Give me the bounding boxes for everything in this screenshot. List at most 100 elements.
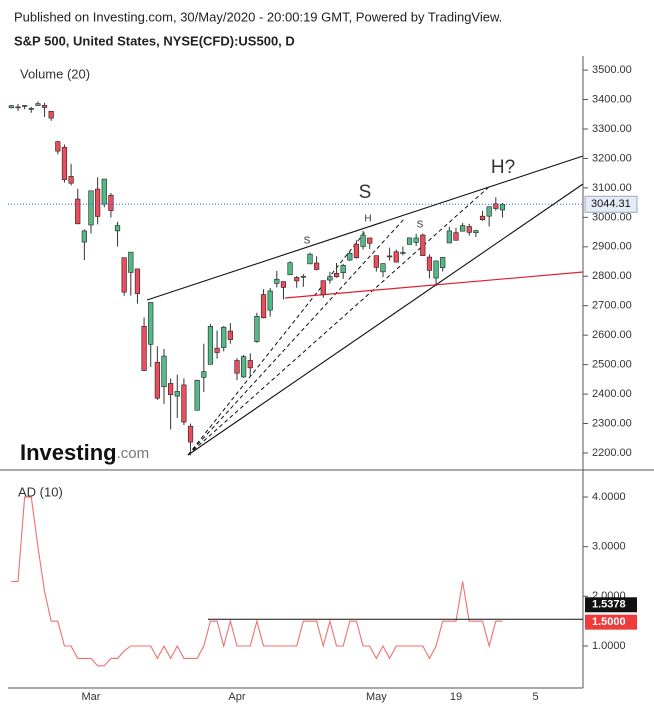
candle-body [22, 105, 28, 107]
candle-body [440, 257, 446, 269]
candle-body [333, 273, 340, 278]
candle-body [247, 360, 253, 369]
lower-trendline [187, 183, 584, 456]
fan-line [187, 217, 406, 456]
logo-suffix: .com [117, 445, 150, 462]
candle-body [274, 278, 280, 284]
candle-body [453, 232, 459, 241]
candle-body [68, 176, 74, 184]
last-value-label: 1.5000 [592, 616, 626, 628]
y-tick-label: 2600.00 [592, 329, 632, 341]
candle-body [320, 280, 326, 296]
candle-body [294, 277, 300, 282]
candle-body [61, 146, 68, 180]
y-tick-label: 3100.00 [592, 182, 632, 194]
candle-body [287, 262, 293, 276]
candle-body [88, 190, 94, 226]
candle-body [128, 251, 134, 273]
candle-body [373, 255, 379, 268]
candle-body [406, 237, 413, 245]
candle-body [194, 379, 200, 411]
y-tick-label: 1.0000 [592, 640, 626, 652]
x-tick-label: May [366, 691, 387, 703]
candle-body [48, 111, 54, 119]
candle-body [300, 275, 306, 278]
annotation: H? [491, 157, 515, 178]
annotation: S [359, 182, 372, 203]
last-price-box [584, 195, 638, 213]
candle-body [473, 230, 479, 233]
candle-body [181, 384, 187, 423]
indicator-title: AD (10) [18, 484, 63, 499]
candle-body [280, 281, 287, 288]
candle-body [446, 230, 452, 244]
y-tick-label: 4.0000 [592, 491, 626, 503]
neckline [284, 271, 584, 299]
y-tick-label: 3000.00 [592, 211, 632, 223]
candle-body [174, 391, 180, 397]
candle-body [254, 316, 260, 342]
fan-line [187, 231, 366, 456]
candle-body [420, 234, 426, 256]
legend-label: Volume (20) [20, 66, 90, 81]
candle-body [121, 257, 127, 293]
candle-body [241, 356, 247, 378]
y-tick-label: 2400.00 [592, 388, 632, 400]
candle-body [486, 206, 492, 217]
candle-body [214, 347, 220, 353]
candle-body [15, 106, 21, 109]
candle-body [207, 326, 214, 365]
last-value-box [585, 614, 637, 630]
y-tick-label: 2700.00 [592, 300, 632, 312]
candles [8, 101, 506, 456]
candle-body [227, 330, 233, 340]
y-tick-label: 3.0000 [592, 541, 626, 553]
candle-body [367, 237, 373, 244]
candle-body [433, 260, 439, 279]
candle-body [360, 234, 366, 247]
y-tick-label: 2200.00 [592, 447, 632, 459]
candle-body [340, 265, 346, 274]
candle-body [114, 225, 121, 232]
candle-body [141, 326, 147, 371]
candle-body [75, 198, 81, 225]
y-tick-label: 3500.00 [592, 64, 632, 76]
fan-line [187, 185, 491, 456]
candle-body [8, 105, 14, 109]
candle-body [81, 230, 87, 243]
candle-body [493, 203, 499, 209]
x-tick-label: Mar [82, 691, 101, 703]
candle-body [499, 203, 506, 211]
y-tick-label: 3400.00 [592, 93, 632, 105]
candle-body [95, 188, 101, 217]
candle-body [161, 355, 167, 388]
candle-body [201, 371, 207, 378]
candle-body [108, 194, 114, 211]
candle-body [380, 263, 386, 273]
candle-body [148, 302, 154, 345]
published-line: Published on Investing.com, 30/May/2020 … [14, 9, 502, 24]
candle-body [41, 105, 48, 108]
candle-body [28, 108, 34, 110]
y-tick-label: 3200.00 [592, 152, 632, 164]
candle-body [327, 276, 333, 281]
y-tick-label: 2300.00 [592, 417, 632, 429]
candle-body [154, 361, 160, 399]
candle-body [101, 178, 107, 205]
annotation: H [364, 214, 371, 225]
candle-body [387, 255, 393, 258]
reference-label: 1.5378 [592, 599, 626, 611]
candle-body [168, 383, 174, 395]
trendlines [146, 155, 584, 456]
x-tick-label: 5 [533, 691, 539, 703]
candle-body [426, 256, 433, 271]
candle-body [400, 252, 406, 254]
annotation: S [417, 220, 424, 231]
logo-name: Investing [20, 440, 117, 465]
candle-body [234, 360, 240, 374]
candle-body [35, 103, 41, 106]
candle-body [460, 225, 466, 232]
candle-body [134, 268, 141, 294]
candle-body [393, 251, 399, 263]
